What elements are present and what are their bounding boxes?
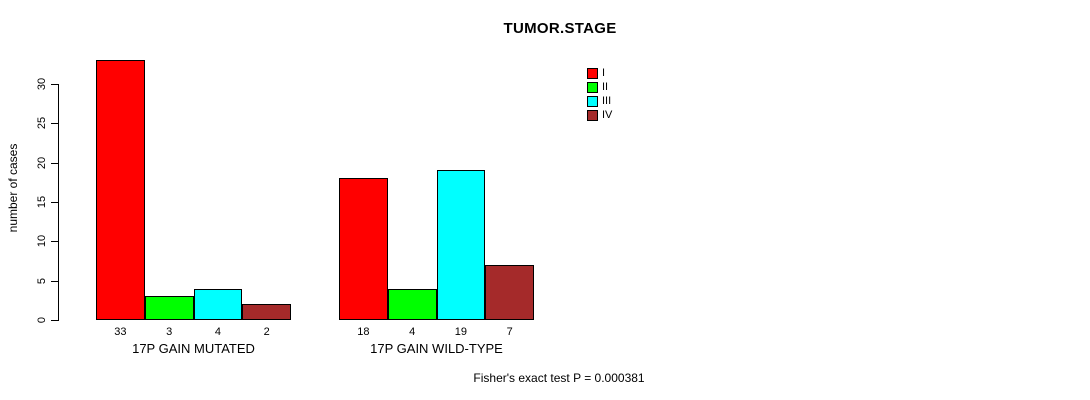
bar-value-label: 3: [166, 326, 173, 338]
fisher-test-annotation: Fisher's exact test P = 0.000381: [473, 371, 645, 385]
bar-value-label: 4: [214, 326, 221, 338]
bar-stage-iv: [242, 304, 291, 320]
legend-label: IV: [602, 109, 613, 121]
bar-value-label: 4: [409, 326, 416, 338]
y-axis-tick-label: 20: [36, 156, 48, 169]
group-label: 17P GAIN MUTATED: [132, 341, 255, 356]
legend-entry-ii: II: [587, 81, 608, 93]
y-axis-tick: [51, 83, 58, 85]
bar-value-label: 2: [263, 326, 270, 338]
y-axis-tick: [51, 123, 58, 125]
legend-entry-iv: IV: [587, 109, 612, 121]
legend-swatch-icon: [587, 109, 598, 121]
y-axis-tick-label: 0: [36, 316, 48, 324]
bar-value-label: 19: [454, 326, 467, 338]
legend-label: I: [602, 67, 606, 79]
y-axis-line: [58, 83, 59, 321]
y-axis-tick: [51, 201, 58, 203]
y-axis-tick-label: 5: [36, 277, 48, 284]
y-axis-label: number of cases: [6, 143, 20, 233]
y-axis-tick: [51, 162, 58, 164]
bar-stage-i: [96, 60, 145, 320]
y-axis-tick-label: 15: [36, 195, 48, 209]
y-axis-tick-label: 10: [36, 235, 48, 248]
bar-stage-iii: [193, 288, 243, 320]
bar-stage-ii: [144, 296, 194, 320]
legend-swatch-icon: [587, 67, 598, 79]
legend-label: III: [602, 95, 612, 107]
legend-swatch-icon: [587, 81, 598, 93]
group-label: 17P GAIN WILD-TYPE: [370, 341, 503, 356]
bar-stage-iv: [485, 264, 534, 320]
legend-label: II: [602, 81, 609, 93]
chart-title: TUMOR.STAGE: [503, 20, 617, 37]
legend-entry-i: I: [587, 67, 605, 79]
bar-stage-ii: [387, 288, 437, 320]
bar-value-label: 7: [506, 326, 513, 338]
y-axis-tick: [51, 241, 58, 243]
legend-swatch-icon: [587, 95, 598, 107]
y-axis-tick-label: 30: [36, 77, 48, 91]
y-axis-tick: [51, 320, 58, 321]
bar-value-label: 33: [114, 326, 127, 338]
y-axis-tick: [51, 280, 58, 282]
legend-entry-iii: III: [587, 95, 611, 107]
bar-value-label: 18: [357, 326, 370, 338]
bar-stage-i: [339, 178, 388, 320]
y-axis-tick-label: 25: [36, 117, 48, 130]
bar-stage-iii: [436, 170, 486, 320]
